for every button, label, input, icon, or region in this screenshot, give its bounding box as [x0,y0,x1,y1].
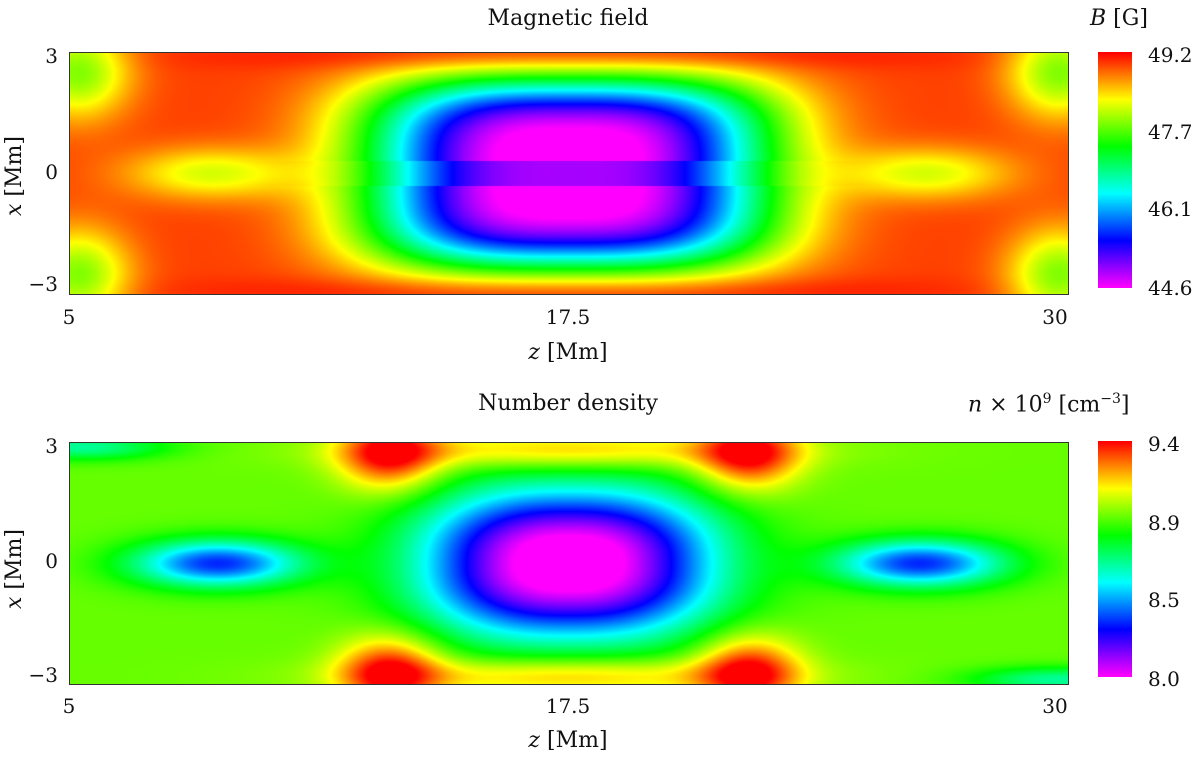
colorbar-label-var: n [968,392,983,418]
x-tick-label: 30 [1042,305,1068,329]
x-axis-label-var: z [528,728,541,753]
y-tick-label: −3 [28,663,58,687]
heatmap-plot-area [69,52,1069,295]
y-axis-label: x [Mm] [2,136,27,216]
y-tick-label: −3 [28,272,58,296]
colorbar-gradient [1098,441,1132,677]
heatmap-image [70,53,1068,294]
y-axis-label-unit: [Mm] [2,136,27,197]
heatmap-plot-area [69,442,1069,685]
chart-title: Magnetic field [487,6,649,31]
y-tick-label: 0 [45,160,58,184]
colorbar-gradient [1098,52,1132,288]
x-tick-label: 17.5 [545,694,591,718]
colorbar-tick-label: 9.4 [1148,432,1180,456]
y-tick-label: 3 [45,434,58,458]
x-tick-label: 5 [62,694,76,718]
colorbar-tick-label: 8.0 [1148,667,1180,691]
x-axis-label: z [Mm] [528,340,607,365]
colorbar-label: n × 109 [cm−3] [968,391,1130,417]
colorbar-tick-label: 47.7 [1148,120,1193,144]
x-tick-label: 5 [62,305,76,329]
colorbar-label-var: B [1090,6,1107,31]
colorbar [1098,441,1132,677]
y-tick-label: 3 [45,44,58,68]
colorbar-label-unit-close: ] [1120,392,1130,418]
magnetic-field-panel: Magnetic field B [G] 3 0 −3 x [Mm] 5 17.… [2,6,1193,365]
y-axis-label-var: x [2,203,27,216]
colorbar-label-unit-exp: −3 [1100,391,1121,407]
colorbar-label-exp: 9 [1042,391,1052,407]
y-axis-label: x [Mm] [2,529,27,609]
y-tick-label: 0 [45,549,58,573]
colorbar-tick-label: 49.2 [1148,43,1193,67]
x-axis-label-var: z [528,340,541,365]
colorbar [1098,52,1132,288]
chart-title: Number density [478,391,658,416]
number-density-panel: Number density n × 109 [cm−3] 3 0 −3 x [… [0,383,1200,766]
x-axis-label-unit: [Mm] [547,340,608,365]
colorbar-tick-label: 46.1 [1148,197,1193,221]
x-tick-label: 30 [1042,694,1068,718]
colorbar-tick-label: 44.6 [1148,276,1193,300]
colorbar-tick-label: 8.5 [1148,588,1180,612]
colorbar-label: B [G] [1090,6,1148,31]
colorbar-label-unit: [G] [1113,6,1148,31]
x-tick-label: 17.5 [545,305,591,329]
y-axis-label-var: x [2,596,27,609]
heatmap-image [70,443,1068,684]
colorbar-tick-label: 8.9 [1148,511,1180,535]
colorbar-label-mid: × 10 [989,392,1043,418]
y-axis-label-unit: [Mm] [2,529,27,590]
colorbar-label-unit: [cm [1058,392,1101,418]
x-axis-label-unit: [Mm] [547,728,608,753]
x-axis-label: z [Mm] [528,728,607,753]
